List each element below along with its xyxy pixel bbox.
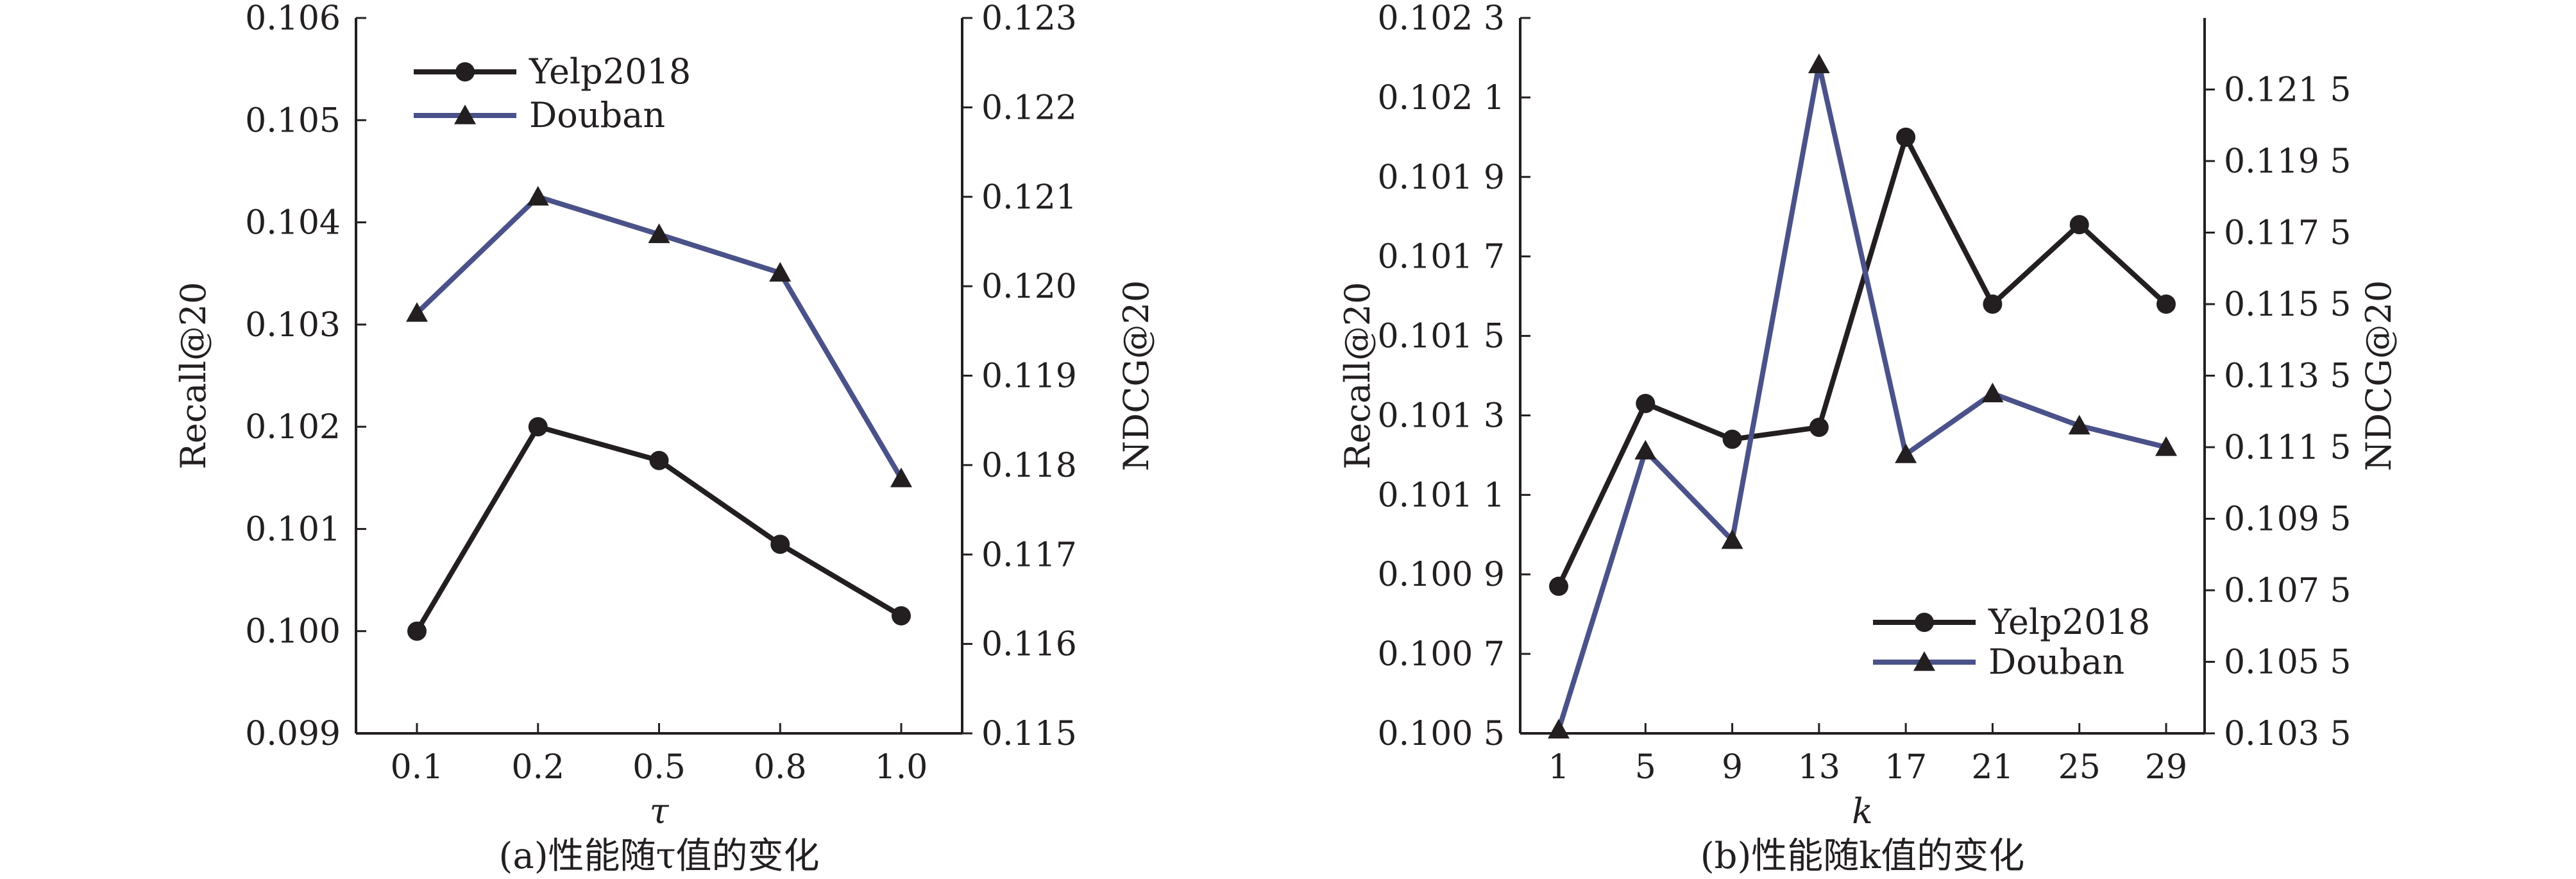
left-tick-label: 0.101 5: [1378, 318, 1505, 356]
data-point-douban: [890, 467, 912, 488]
series-line-yelp2018: [1556, 134, 2168, 588]
data-point-douban: [1895, 443, 1917, 463]
data-point-yelp2018: [770, 534, 790, 554]
data-point-douban: [1721, 529, 1743, 549]
data-point-douban: [2155, 436, 2177, 456]
x-tick-label: 5: [1635, 748, 1656, 787]
right-tick-label: 0.105 5: [2224, 644, 2351, 682]
right-tick-label: 0.117: [981, 536, 1077, 574]
data-point-yelp2018: [528, 417, 548, 437]
x-tick-label: 9: [1722, 748, 1743, 787]
data-point-yelp2018: [407, 621, 427, 641]
chart-caption: (b)性能随k值的变化: [1700, 835, 2024, 877]
chart-caption: (a)性能随τ值的变化: [498, 835, 819, 877]
x-tick-label: 21: [1971, 748, 2013, 787]
data-point-douban: [2068, 414, 2090, 435]
x-tick-label: 25: [2058, 748, 2101, 787]
x-tick-label: 17: [1885, 748, 1927, 787]
right-axis-label: NDCG@20: [2359, 280, 2399, 472]
right-tick-label: 0.123: [981, 0, 1077, 38]
legend-label: Douban: [529, 95, 665, 135]
data-point-yelp2018: [892, 606, 911, 626]
left-tick-label: 0.100 7: [1378, 635, 1505, 674]
left-tick-label: 0.104: [245, 204, 341, 243]
right-tick-label: 0.103 5: [2224, 715, 2351, 753]
left-tick-label: 0.102 3: [1378, 0, 1505, 38]
left-tick-label: 0.100: [245, 613, 341, 651]
right-tick-label: 0.119: [981, 357, 1077, 396]
right-tick-label: 0.121 5: [2224, 71, 2351, 110]
right-axis-label: NDCG@20: [1116, 280, 1157, 472]
left-tick-label: 0.100 9: [1378, 556, 1505, 594]
x-axis-label: k: [1852, 791, 1873, 832]
data-point-yelp2018: [2157, 294, 2176, 314]
left-tick-label: 0.102: [245, 408, 341, 447]
left-tick-label: 0.101: [245, 510, 341, 549]
right-tick-label: 0.122: [981, 89, 1077, 127]
x-tick-label: 13: [1798, 748, 1840, 787]
right-tick-label: 0.117 5: [2224, 214, 2351, 253]
chart-a: 0.099 0.100 0.101 0.102 0.103 0.104 0.105 0.106…: [173, 0, 1157, 877]
data-point-yelp2018: [1722, 429, 1742, 449]
data-point-douban: [648, 223, 670, 243]
legend-marker: [1913, 651, 1935, 671]
data-point-yelp2018: [1896, 127, 1916, 147]
left-tick-label: 0.101 9: [1378, 158, 1505, 197]
x-tick-label: 0.2: [511, 748, 564, 787]
x-axis-label: τ: [650, 791, 670, 832]
x-tick-label: 0.1: [391, 748, 444, 787]
left-tick-label: 0.100 5: [1378, 715, 1505, 753]
right-tick-label: 0.116: [981, 626, 1077, 664]
left-tick-label: 0.102 1: [1378, 79, 1505, 117]
x-tick-label: 0.5: [632, 748, 686, 787]
right-tick-label: 0.118: [981, 447, 1077, 485]
x-tick-label: 1.0: [875, 748, 928, 787]
right-tick-label: 0.120: [981, 268, 1077, 306]
chart-b: 0.100 5 0.100 7 0.100 9 0.101 1 0.101 3 0.101…: [1337, 0, 2399, 877]
data-point-yelp2018: [1549, 576, 1568, 596]
left-tick-label: 0.106: [245, 0, 341, 38]
right-tick-label: 0.115 5: [2224, 286, 2351, 324]
left-tick-label: 0.101 7: [1378, 238, 1505, 277]
right-tick-label: 0.113 5: [2224, 357, 2351, 396]
legend-label: Yelp2018: [1988, 602, 2150, 642]
data-point-yelp2018: [2069, 215, 2089, 235]
data-point-douban: [1808, 53, 1830, 74]
legend-marker: [455, 62, 475, 81]
x-tick-label: 29: [2145, 748, 2187, 787]
data-point-douban: [769, 262, 792, 282]
data-point-yelp2018: [1983, 294, 2003, 314]
left-tick-label: 0.101 3: [1378, 397, 1505, 435]
data-point-douban: [1634, 440, 1657, 460]
legend-marker: [454, 105, 476, 124]
legend-label: Yelp2018: [529, 51, 691, 92]
series-line-douban: [1556, 62, 2167, 731]
data-point-douban: [527, 185, 549, 206]
data-point-douban: [1981, 382, 2004, 402]
data-point-douban: [406, 302, 428, 322]
left-axis-label: Recall@20: [1337, 282, 1378, 469]
left-tick-label: 0.105: [245, 101, 341, 140]
left-axis-label: Recall@20: [173, 282, 214, 469]
left-tick-label: 0.099: [245, 715, 341, 753]
right-tick-label: 0.121: [981, 178, 1077, 217]
right-tick-label: 0.107 5: [2224, 572, 2351, 610]
legend-marker: [1915, 613, 1934, 632]
right-tick-label: 0.115: [981, 715, 1077, 753]
x-tick-label: 1: [1548, 748, 1569, 787]
right-tick-label: 0.119 5: [2224, 142, 2351, 181]
legend-label: Douban: [1988, 642, 2124, 682]
right-tick-label: 0.111 5: [2224, 429, 2351, 467]
data-point-yelp2018: [1809, 418, 1829, 438]
left-tick-label: 0.103: [245, 306, 341, 345]
left-tick-label: 0.101 1: [1378, 476, 1505, 515]
data-point-yelp2018: [649, 450, 669, 470]
x-tick-label: 0.8: [754, 748, 807, 787]
right-tick-label: 0.109 5: [2224, 500, 2351, 539]
data-point-yelp2018: [1636, 393, 1656, 413]
data-point-douban: [1548, 719, 1570, 739]
